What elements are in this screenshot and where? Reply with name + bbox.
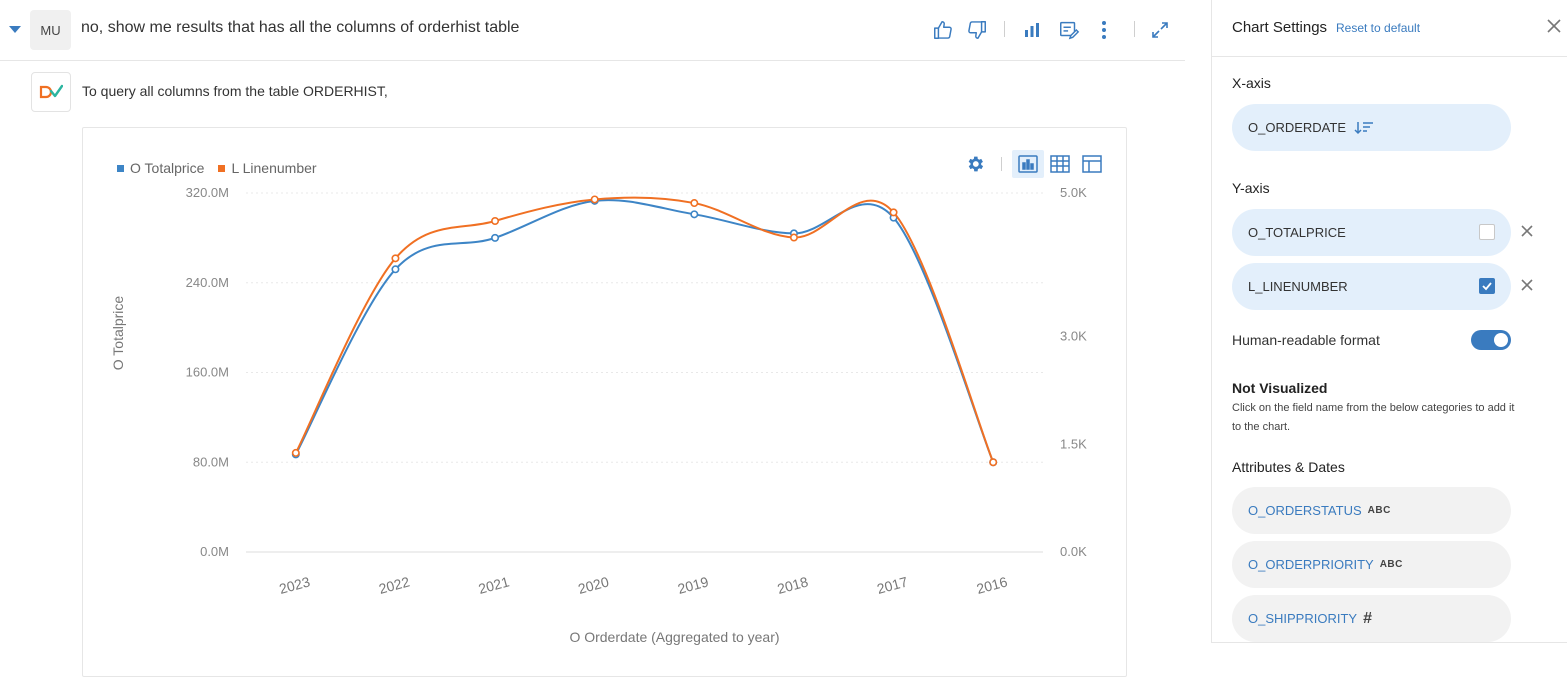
- y-right-tick-label: 0.0K: [1060, 544, 1087, 559]
- not-visualized-title: Not Visualized: [1232, 380, 1328, 396]
- chart-card: 0.0M 80.0M 160.0M 240.0M 320.0M 0.0K 1.5K 3.0K 5…: [82, 127, 1127, 677]
- chart-settings-panel: Chart Settings Reset to default X-axis O…: [1211, 0, 1567, 643]
- user-avatar: MU: [30, 10, 71, 50]
- series-line-linenumber: [294, 196, 995, 463]
- data-point: [491, 217, 500, 226]
- number-type-icon: #: [1363, 609, 1372, 627]
- y-right-tick-label: 1.5K: [1060, 436, 1087, 451]
- expand-icon[interactable]: [1148, 18, 1172, 42]
- y-axis-field-pill[interactable]: L_LINENUMBER: [1232, 263, 1511, 310]
- remove-field-icon[interactable]: [1520, 224, 1536, 240]
- reset-to-default-link[interactable]: Reset to default: [1336, 21, 1421, 35]
- chart-legend: O Totalprice L Linenumber: [117, 160, 317, 176]
- y-left-tick-label: 80.0M: [193, 454, 229, 469]
- attributes-title: Attributes & Dates: [1232, 459, 1345, 475]
- x-axis-label: X-axis: [1232, 75, 1271, 91]
- text-type-icon: ABC: [1367, 505, 1391, 516]
- pivot-view-icon[interactable]: [1076, 150, 1108, 178]
- panel-header: Chart Settings Reset to default: [1212, 0, 1567, 57]
- human-readable-label: Human-readable format: [1232, 332, 1380, 348]
- x-tick-label: 2023: [277, 573, 311, 597]
- collapse-caret-icon[interactable]: [9, 26, 21, 33]
- legend-swatch: [117, 164, 124, 172]
- toggle-knob: [1494, 333, 1508, 347]
- toolbar-divider: [1001, 157, 1002, 171]
- x-tick-label: 2022: [377, 573, 411, 597]
- chart-view-toolbar: [959, 150, 1108, 178]
- y-left-tick-label: 160.0M: [186, 365, 229, 380]
- not-visualized-help: Click on the field name from the below c…: [1232, 402, 1515, 433]
- data-point: [391, 265, 400, 274]
- data-point: [690, 210, 699, 219]
- attribute-name: O_ORDERPRIORITY: [1248, 557, 1374, 572]
- line-chart: 0.0M 80.0M 160.0M 240.0M 320.0M 0.0K 1.5K 3.0K 5…: [110, 185, 1087, 645]
- remove-field-icon[interactable]: [1520, 278, 1536, 294]
- human-readable-toggle[interactable]: [1471, 330, 1511, 350]
- data-point: [789, 233, 798, 242]
- panel-title: Chart Settings: [1232, 19, 1328, 36]
- toolbar-divider: [1004, 21, 1005, 37]
- x-tick-label: 2017: [875, 573, 909, 597]
- sort-descending-icon[interactable]: [1354, 120, 1374, 136]
- x-tick-label: 2019: [676, 573, 710, 597]
- query-text: no, show me results that has all the col…: [81, 19, 520, 36]
- y-left-tick-label: 320.0M: [186, 185, 229, 200]
- attribute-pill[interactable]: O_ORDERSTATUS ABC: [1232, 487, 1511, 534]
- more-options-icon[interactable]: [1092, 18, 1116, 42]
- y-left-tick-label: 0.0M: [200, 544, 229, 559]
- edit-query-icon[interactable]: [1057, 18, 1081, 42]
- attribute-name: O_ORDERSTATUS: [1248, 503, 1362, 518]
- legend-item-totalprice[interactable]: O Totalprice: [117, 160, 204, 176]
- x-tick-label: 2018: [776, 573, 810, 597]
- toolbar-divider: [1134, 21, 1135, 37]
- chart-settings-gear-icon[interactable]: [959, 150, 991, 178]
- x-tick-label: 2021: [477, 573, 511, 597]
- legend-label: O Totalprice: [130, 160, 205, 176]
- legend-swatch: [218, 164, 226, 172]
- text-type-icon: ABC: [1379, 559, 1403, 570]
- y-axis-title: O Totalprice: [110, 296, 126, 371]
- data-point: [989, 458, 998, 467]
- thumbs-up-icon[interactable]: [931, 18, 955, 42]
- close-icon[interactable]: [1546, 18, 1566, 38]
- attribute-pill[interactable]: O_ORDERPRIORITY ABC: [1232, 541, 1511, 588]
- table-view-icon[interactable]: [1044, 150, 1076, 178]
- x-axis-field-pill[interactable]: O_ORDERDATE: [1232, 104, 1511, 151]
- attribute-name: O_SHIPPRIORITY: [1248, 611, 1358, 626]
- y-right-tick-label: 5.0K: [1060, 185, 1087, 200]
- data-point: [690, 199, 699, 208]
- x-axis-field-name: O_ORDERDATE: [1248, 120, 1346, 135]
- legend-label: L Linenumber: [231, 160, 317, 176]
- x-tick-label: 2020: [576, 573, 610, 597]
- y-right-tick-label: 3.0K: [1060, 329, 1087, 344]
- thumbs-down-icon[interactable]: [965, 18, 989, 42]
- data-point: [291, 448, 300, 457]
- data-point: [391, 254, 400, 263]
- y-axis-field-name: O_TOTALPRICE: [1248, 225, 1346, 240]
- attribute-pill[interactable]: O_SHIPPRIORITY #: [1232, 595, 1511, 642]
- assistant-logo: [31, 72, 71, 112]
- x-axis-title: O Orderdate (Aggregated to year): [569, 629, 779, 645]
- x-tick-label: 2016: [975, 573, 1009, 597]
- query-row: MU no, show me results that has all the …: [0, 0, 1185, 61]
- chart-view-icon[interactable]: [1012, 150, 1044, 178]
- legend-item-linenumber[interactable]: L Linenumber: [218, 160, 317, 176]
- y-field-checkbox[interactable]: [1479, 224, 1495, 240]
- y-axis-field-name: L_LINENUMBER: [1248, 279, 1348, 294]
- answer-text: To query all columns from the table ORDE…: [82, 83, 388, 99]
- y-left-tick-label: 240.0M: [186, 275, 229, 290]
- data-point: [590, 195, 599, 204]
- conversation-area: MU no, show me results that has all the …: [0, 0, 1185, 677]
- y-field-checkbox-checked[interactable]: [1479, 278, 1495, 294]
- y-axis-field-pill[interactable]: O_TOTALPRICE: [1232, 209, 1511, 256]
- data-point: [889, 208, 898, 217]
- bar-chart-icon[interactable]: [1020, 18, 1044, 42]
- y-axis-label: Y-axis: [1232, 180, 1270, 196]
- series-line-totalprice: [294, 199, 995, 463]
- data-point: [491, 233, 500, 242]
